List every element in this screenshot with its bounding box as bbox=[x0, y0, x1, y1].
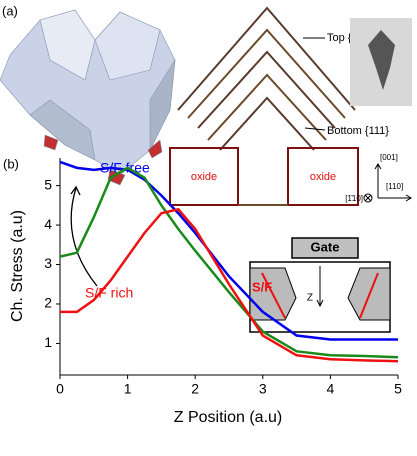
annotation: S/F rich bbox=[85, 285, 133, 301]
inset-label: Gate bbox=[311, 239, 340, 254]
x-tick-label: 4 bbox=[327, 381, 335, 397]
x-tick-label: 3 bbox=[259, 381, 267, 397]
axis-label: [110] bbox=[386, 182, 403, 191]
inset-label: S/F bbox=[252, 279, 272, 294]
panel-label: (b) bbox=[3, 156, 19, 171]
y-tick-label: 2 bbox=[44, 295, 52, 311]
y-tick-label: 3 bbox=[44, 255, 52, 271]
oxide-label: oxide bbox=[310, 171, 336, 183]
panel-label: (a) bbox=[2, 3, 18, 18]
y-axis-title: Ch. Stress (a.u) bbox=[9, 210, 26, 322]
axis-label: [1̄10] bbox=[345, 194, 363, 203]
y-tick-label: 5 bbox=[44, 176, 52, 192]
y-tick-label: 4 bbox=[44, 216, 52, 232]
figure: (a) oxide oxide Top {111} Bottom {111} [… bbox=[0, 0, 417, 451]
panel-b: 5 4 3 2 1 0 5 4 3 2 1 (b) Z Position (a.u) Ch. Str… bbox=[3, 156, 402, 426]
bottom-label: Bottom {111} bbox=[327, 125, 389, 137]
axis-label: [001] bbox=[380, 153, 398, 162]
x-tick-label: 5 bbox=[394, 381, 402, 397]
inset-label: Z bbox=[307, 293, 313, 304]
oxide-label: oxide bbox=[191, 171, 217, 183]
x-tick-label: 1 bbox=[124, 381, 132, 397]
y-tick-label: 1 bbox=[44, 334, 52, 350]
x-tick-label: 2 bbox=[191, 381, 199, 397]
x-tick-label: 0 bbox=[56, 381, 64, 397]
panel-a: (a) oxide oxide Top {111} Bottom {111} [… bbox=[0, 3, 412, 205]
x-axis-title: Z Position (a.u) bbox=[174, 409, 282, 426]
